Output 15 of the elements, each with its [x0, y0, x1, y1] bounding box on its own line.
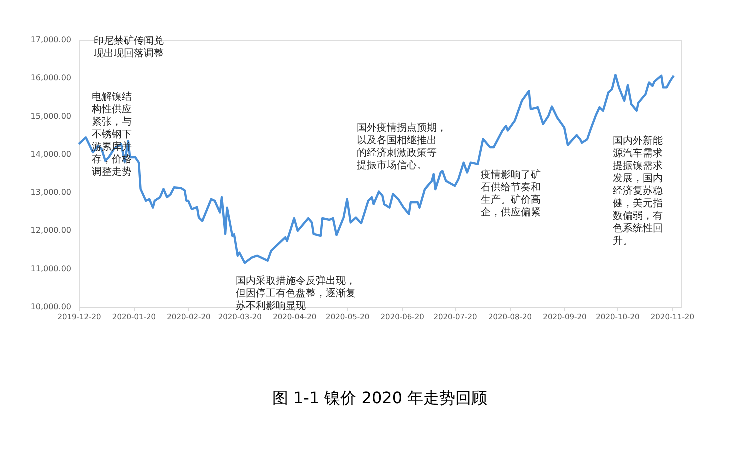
y-tick-label: 17,000.00 [30, 36, 72, 44]
annotation: 疫情影响了矿石供给节奏和生产。矿价高企，供应偏紧 [481, 169, 541, 218]
y-tick-label: 12,000.00 [30, 226, 72, 236]
annotation: 国外疫情拐点预期，以及各国相继推出的经济刺激政策等提振市场信心。 [357, 122, 447, 172]
y-tick-label: 11,000.00 [30, 264, 72, 274]
y-tick-label: 14,000.00 [30, 150, 72, 159]
text: 图 1-1 镍价 2020 年走势回顾 [272, 388, 488, 408]
y-tick-label: 10,000.00 [30, 302, 72, 312]
annotation: 国内采取措施令反弹出现，但因停工有色盘整，逐渐复苏不利影响显现 [236, 275, 356, 312]
y-tick-label: 13,000.00 [30, 188, 72, 198]
y-tick-label: 16,000.00 [30, 74, 72, 83]
text: 国内外新能源汽车需求提振镍需求发展，国内经济复苏稳健，美元指数偏弱，有色系统性回升。 [613, 136, 663, 247]
annotation: 印尼禁矿传闻兑现出现回落调整 [94, 35, 164, 60]
y-tick-label: 15,000.00 [30, 112, 72, 121]
line-series [78, 74, 676, 264]
